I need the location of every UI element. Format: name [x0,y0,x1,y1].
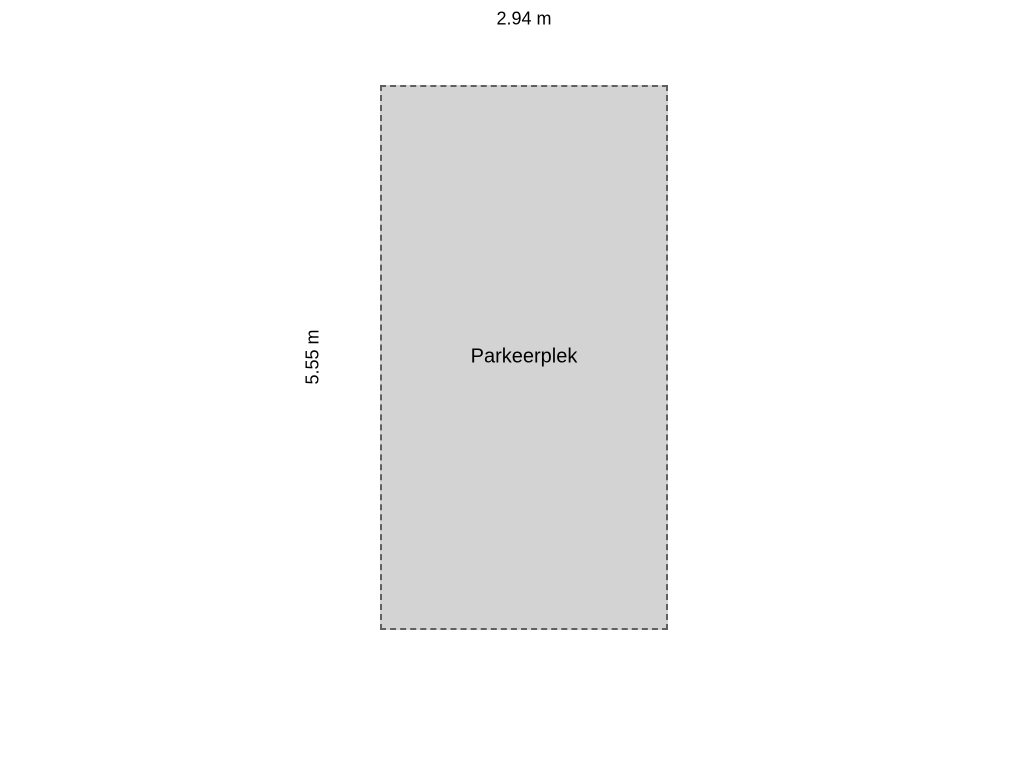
width-dimension-label: 2.94 m [496,9,551,30]
parking-label: Parkeerplek [471,346,578,369]
floorplan-canvas: 2.94 m 5.55 m Parkeerplek [0,0,1024,768]
height-dimension-label: 5.55 m [303,329,324,384]
